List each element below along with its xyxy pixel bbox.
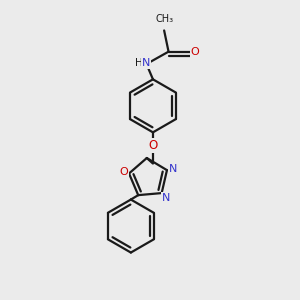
Text: H: H	[135, 58, 142, 68]
Text: O: O	[191, 47, 200, 57]
Text: N: N	[142, 58, 150, 68]
Text: N: N	[169, 164, 178, 174]
Text: N: N	[162, 194, 170, 203]
Text: CH₃: CH₃	[156, 14, 174, 24]
Text: O: O	[148, 140, 158, 152]
Text: O: O	[119, 167, 128, 177]
